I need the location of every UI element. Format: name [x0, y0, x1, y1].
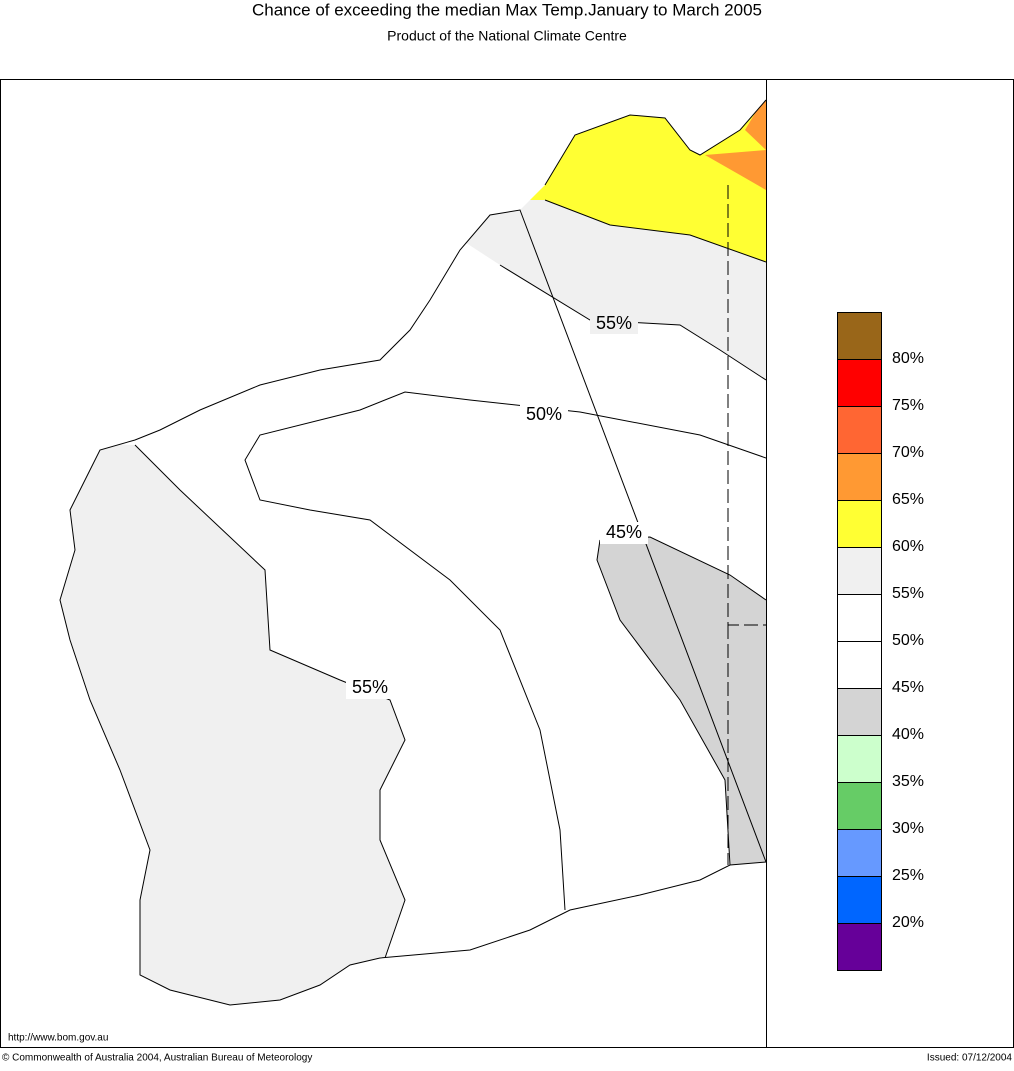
legend-swatch — [837, 312, 882, 360]
contour-label: 55% — [596, 313, 632, 333]
legend-swatch — [837, 453, 882, 501]
legend-swatch — [837, 735, 882, 783]
legend-swatch — [837, 594, 882, 642]
region-45 — [597, 537, 766, 865]
region-55-north — [400, 200, 766, 380]
contour-label: 50% — [526, 404, 562, 424]
contour-label: 55% — [352, 677, 388, 697]
legend-swatch — [837, 359, 882, 407]
legend-label: 50% — [892, 632, 924, 649]
legend-swatch — [837, 547, 882, 595]
label-bg — [346, 677, 394, 699]
coastline — [59, 99, 767, 1006]
contour-label: 45% — [606, 522, 642, 542]
issued: Issued: 07/12/2004 — [927, 1053, 1013, 1064]
legend-swatch — [837, 688, 882, 736]
label-bg — [600, 522, 648, 544]
legend-label: 75% — [892, 397, 924, 414]
title: Chance of exceeding the median Max Temp.… — [252, 0, 762, 19]
map-lines — [59, 99, 767, 1006]
url: http://www.bom.gov.au — [8, 1033, 108, 1044]
label-bg — [590, 312, 638, 334]
legend-swatch — [837, 923, 882, 971]
legend-swatch — [837, 500, 882, 548]
region-65 — [705, 100, 766, 190]
legend-label: 65% — [892, 491, 924, 508]
region-60 — [60, 100, 766, 262]
legend-label: 35% — [892, 773, 924, 790]
contour-labels: 55% 50% 45% 55% — [346, 312, 648, 699]
legend-label: 20% — [892, 914, 924, 931]
subtitle: Product of the National Climate Centre — [387, 28, 627, 44]
label-bg — [520, 404, 568, 426]
copyright: © Commonwealth of Australia 2004, Austra… — [2, 1053, 312, 1064]
state-border — [727, 185, 766, 865]
legend-label: 25% — [892, 867, 924, 884]
legend-label: 70% — [892, 444, 924, 461]
legend: 80% 75% 70% 65% 60% 55% 50% 45% 40% 35% 30% 25% 20% — [837, 312, 924, 971]
region-55-south — [60, 440, 405, 1005]
legend-label: 45% — [892, 679, 924, 696]
legend-swatch — [837, 829, 882, 877]
legend-label: 55% — [892, 585, 924, 602]
legend-label: 60% — [892, 538, 924, 555]
legend-swatch — [837, 406, 882, 454]
legend-swatch — [837, 641, 882, 689]
legend-swatch — [837, 876, 882, 924]
map-fills — [60, 100, 766, 1005]
contours — [134, 199, 766, 959]
legend-label: 80% — [892, 350, 924, 367]
legend-label: 40% — [892, 726, 924, 743]
legend-swatch — [837, 782, 882, 830]
legend-label: 30% — [892, 820, 924, 837]
